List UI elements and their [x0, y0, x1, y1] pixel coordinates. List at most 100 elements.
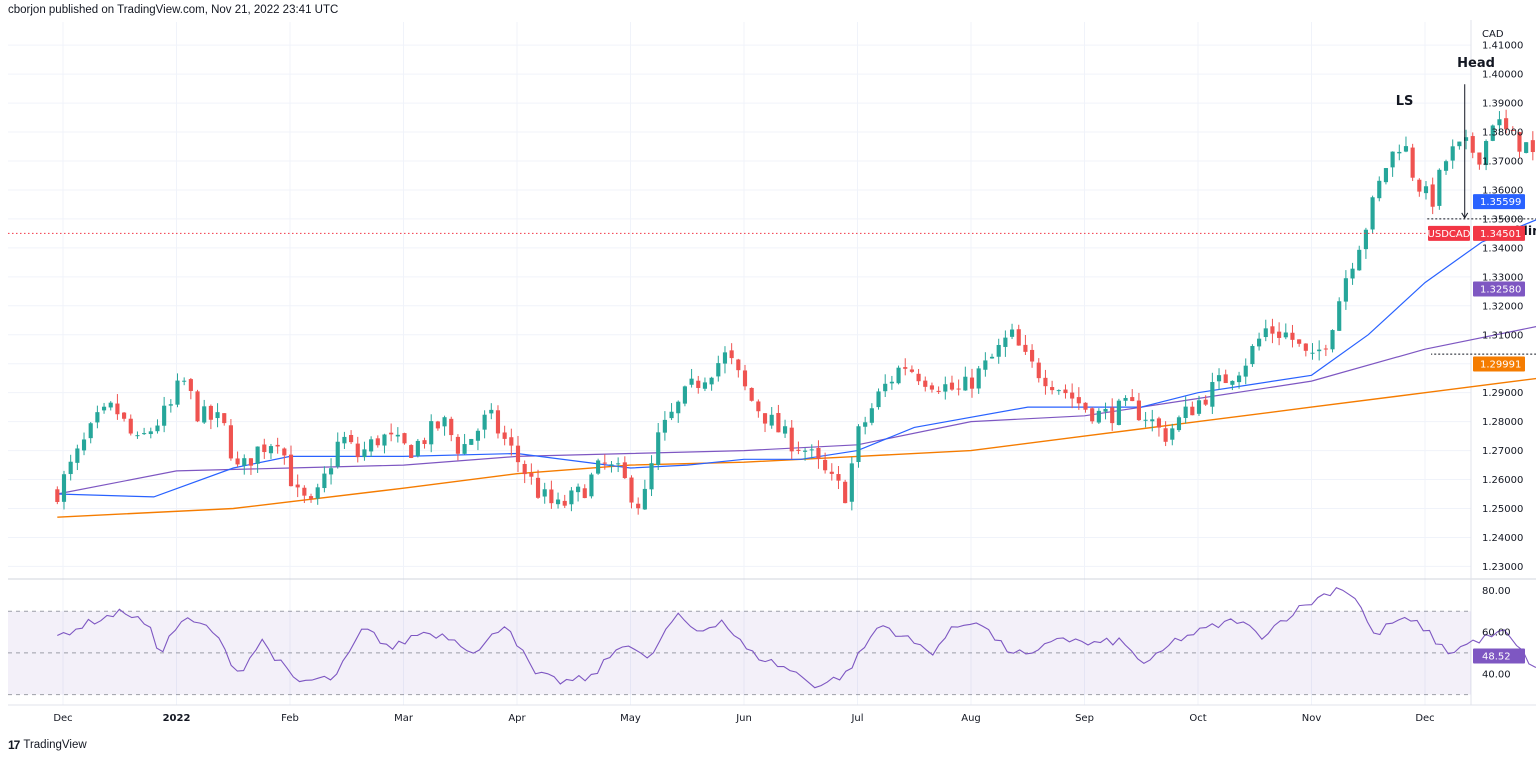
candle-body — [202, 406, 207, 423]
candle-body — [996, 344, 1001, 357]
candle-body — [629, 477, 634, 503]
last-price-value: 1.34501 — [1480, 229, 1521, 240]
candle-down — [1190, 401, 1195, 416]
rsi-panel[interactable]: 80.00 60.00 40.00 48.52 — [8, 586, 1536, 696]
candle-body — [262, 444, 267, 453]
candle-body — [1116, 400, 1121, 425]
candle-down — [736, 358, 741, 378]
head-arrow-head — [1461, 212, 1469, 219]
candle-up — [876, 388, 881, 410]
rsi-tick-label: 40.00 — [1482, 669, 1511, 680]
candle-down — [1063, 384, 1068, 399]
symbol-badge-label: USDCAD — [1428, 229, 1471, 240]
candle-body — [128, 418, 133, 434]
candle-body — [101, 406, 107, 411]
price-tick-label: 1.40000 — [1482, 70, 1523, 81]
candle-down — [1023, 334, 1028, 355]
candle-body — [495, 410, 501, 434]
candle-body — [422, 440, 427, 444]
candle-up — [596, 458, 601, 475]
time-tick-label: Feb — [281, 713, 299, 724]
candle-up — [1196, 395, 1202, 416]
moving-averages — [57, 219, 1536, 518]
candle-body — [1363, 229, 1368, 250]
candle-body — [1397, 151, 1402, 154]
candle-up — [442, 415, 447, 436]
currency-label: CAD — [1482, 29, 1504, 40]
tradingview-wordmark: TradingView — [23, 739, 87, 751]
candle-body — [1003, 337, 1008, 347]
candle-body — [983, 360, 988, 370]
candle-body — [823, 459, 828, 471]
head-label: Head — [1457, 56, 1495, 71]
candle-down — [762, 413, 768, 433]
candle-up — [101, 402, 107, 414]
candle-body — [242, 458, 247, 466]
price-tick-label: 1.33000 — [1482, 272, 1523, 283]
candle-body — [1270, 326, 1275, 334]
candle-up — [1457, 141, 1462, 150]
time-axis[interactable]: Dec 2022 Feb Mar Apr May Jun Jul Aug Sep Oct Nov Dec — [53, 713, 1434, 724]
candle-up — [1397, 144, 1402, 161]
candle-down — [549, 480, 554, 509]
candle-up — [1096, 408, 1101, 424]
candle-up — [689, 368, 694, 388]
candle-down — [1163, 421, 1168, 447]
candle-up — [1310, 343, 1315, 360]
rsi-tick-label: 60.00 — [1482, 628, 1511, 639]
candle-body — [1223, 374, 1228, 384]
candle-body — [1056, 390, 1061, 392]
candle-body — [1277, 331, 1282, 338]
candle-body — [1290, 332, 1295, 340]
price-tick-label: 1.31000 — [1482, 330, 1523, 341]
candle-up — [1283, 323, 1288, 340]
candle-body — [1470, 136, 1475, 153]
candle-up — [1176, 415, 1182, 432]
candle-body — [622, 462, 627, 479]
candle-body — [1183, 406, 1188, 418]
candle-body — [809, 449, 814, 451]
candle-up — [61, 470, 67, 510]
publisher-header: cborjon published on TradingView.com, No… — [8, 4, 339, 16]
candle-body — [943, 384, 948, 392]
candle-body — [1357, 249, 1362, 271]
candle-up — [142, 427, 147, 436]
candle-body — [669, 411, 674, 419]
candle-up — [1450, 139, 1455, 169]
candle-up — [863, 416, 868, 435]
candlestick-series[interactable] — [55, 109, 1536, 515]
candle-down — [302, 485, 307, 504]
candle-down — [1076, 387, 1081, 410]
candle-up — [803, 448, 808, 461]
candle-body — [475, 430, 481, 441]
candle-body — [282, 448, 287, 456]
candle-body — [1210, 382, 1215, 407]
candle-body — [389, 432, 394, 435]
candle-body — [308, 496, 314, 499]
candle-body — [502, 432, 507, 439]
candle-down — [1517, 131, 1522, 158]
candle-body — [1383, 168, 1389, 183]
candle-body — [449, 418, 454, 436]
candle-body — [682, 386, 687, 404]
candle-up — [702, 377, 708, 392]
candle-down — [1050, 380, 1055, 395]
candle-up — [1003, 330, 1008, 357]
candle-down — [1223, 369, 1228, 384]
candle-body — [415, 440, 420, 457]
candle-up — [95, 405, 100, 429]
candle-body — [135, 435, 140, 437]
ma100-value: 1.32580 — [1480, 284, 1521, 295]
candle-body — [829, 471, 834, 474]
candle-body — [816, 448, 821, 459]
candle-up — [148, 427, 153, 439]
candle-down — [1277, 322, 1282, 346]
candle-down — [729, 343, 734, 365]
candle-body — [769, 414, 774, 426]
price-tick-label: 1.41000 — [1482, 41, 1523, 52]
candle-up — [1210, 372, 1215, 415]
candle-body — [1123, 397, 1128, 401]
tradingview-footer[interactable]: 17 TradingView — [8, 738, 87, 752]
